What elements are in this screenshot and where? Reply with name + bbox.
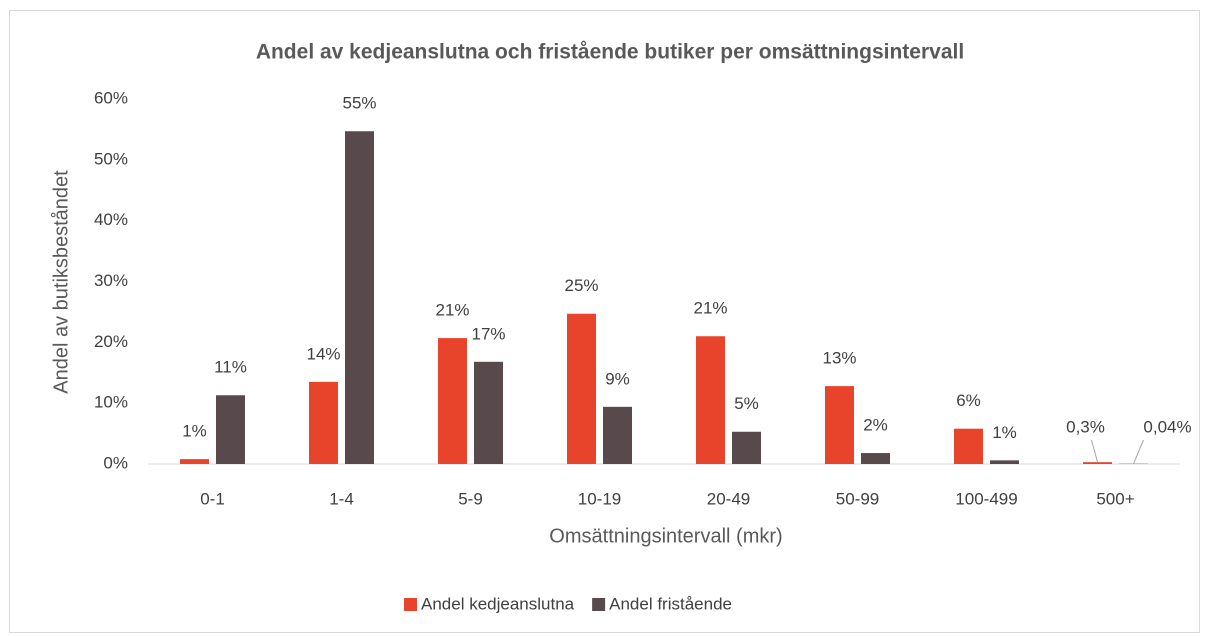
data-label: 0,04% [1143, 417, 1191, 436]
bar [438, 338, 467, 464]
bar [696, 336, 725, 464]
data-label: 6% [956, 391, 981, 410]
data-label: 21% [693, 299, 727, 318]
y-tick-label: 30% [94, 271, 128, 290]
x-tick-label: 100-499 [955, 489, 1017, 508]
data-label: 1% [182, 422, 207, 441]
x-tick-label: 500+ [1096, 489, 1134, 508]
data-label: 1% [992, 423, 1017, 442]
legend-label: Andel fristående [609, 594, 732, 613]
y-axis-label: Andel av butiksbeståndet [50, 170, 72, 394]
x-tick-label: 1-4 [329, 489, 354, 508]
y-tick-label: 0% [103, 453, 128, 472]
y-tick-label: 20% [94, 332, 128, 351]
legend-swatch [404, 598, 417, 611]
leader-line [1091, 439, 1098, 463]
legend-swatch [592, 598, 606, 611]
y-tick-label: 10% [94, 393, 128, 412]
data-label: 5% [734, 394, 759, 413]
bar [309, 381, 338, 464]
x-tick-label: 0-1 [200, 489, 225, 508]
y-tick-label: 50% [94, 149, 128, 168]
x-tick-label: 50-99 [836, 489, 879, 508]
data-label: 13% [822, 349, 856, 368]
x-axis-label: Omsättningsintervall (mkr) [549, 525, 782, 547]
leader-line [1133, 439, 1144, 464]
data-label: 11% [214, 358, 247, 377]
data-label: 25% [564, 276, 598, 295]
data-label: 0,3% [1066, 417, 1105, 436]
data-label: 2% [863, 416, 888, 435]
bar [990, 460, 1019, 464]
data-label: 9% [605, 369, 630, 388]
bar [1083, 462, 1112, 464]
bar [216, 395, 245, 464]
x-tick-label: 10-19 [578, 489, 621, 508]
data-label: 17% [471, 324, 505, 343]
bar [825, 386, 854, 464]
data-label: 55% [342, 94, 376, 113]
data-label: 21% [435, 301, 469, 320]
x-tick-label: 5-9 [458, 489, 483, 508]
bar [345, 131, 374, 464]
legend-label: Andel kedjeanslutna [421, 594, 575, 613]
bar [954, 428, 983, 464]
bar [732, 431, 761, 464]
y-tick-label: 60% [94, 88, 128, 107]
data-label: 14% [306, 344, 340, 363]
bar [180, 459, 209, 464]
bar [861, 453, 890, 464]
chart-border [9, 10, 1200, 633]
bar [603, 406, 632, 464]
y-tick-label: 40% [94, 210, 128, 229]
x-tick-label: 20-49 [707, 489, 750, 508]
bar [567, 313, 596, 464]
bar [474, 361, 503, 464]
chart-title: Andel av kedjeanslutna och fristående bu… [256, 41, 964, 64]
